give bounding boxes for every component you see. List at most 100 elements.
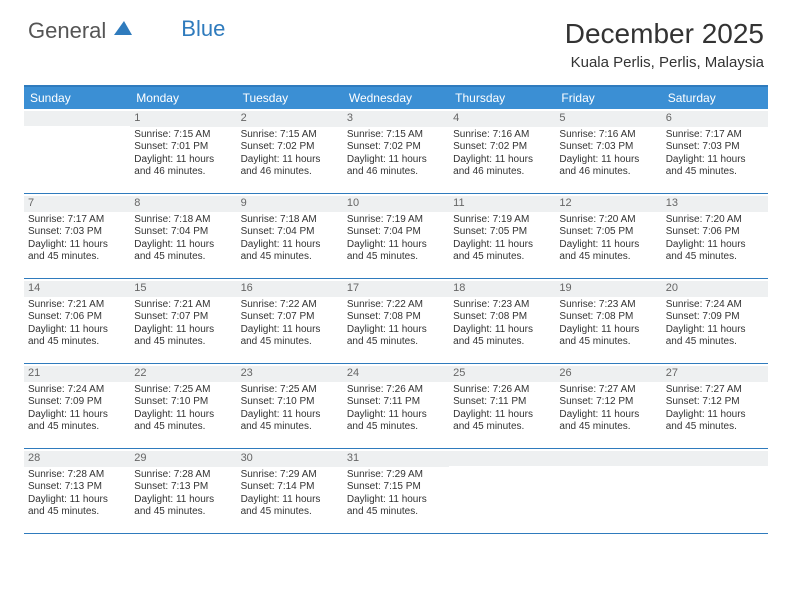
weekday-header: Wednesday [343, 87, 449, 109]
day-number: 2 [237, 111, 343, 127]
sunrise-text: Sunrise: 7:16 AM [453, 129, 551, 142]
day-cell: 10Sunrise: 7:19 AMSunset: 7:04 PMDayligh… [343, 194, 449, 278]
sunrise-text: Sunrise: 7:25 AM [241, 384, 339, 397]
sunset-text: Sunset: 7:02 PM [453, 141, 551, 154]
sunset-text: Sunset: 7:08 PM [347, 311, 445, 324]
day-number: 27 [662, 366, 768, 382]
week-row: 7Sunrise: 7:17 AMSunset: 7:03 PMDaylight… [24, 194, 768, 279]
day-number: 11 [449, 196, 555, 212]
day-number: 22 [130, 366, 236, 382]
daylight-text: Daylight: 11 hours and 45 minutes. [241, 409, 339, 434]
location-text: Kuala Perlis, Perlis, Malaysia [565, 54, 764, 71]
day-cell: 31Sunrise: 7:29 AMSunset: 7:15 PMDayligh… [343, 449, 449, 533]
sunset-text: Sunset: 7:13 PM [28, 481, 126, 494]
day-cell: 2Sunrise: 7:15 AMSunset: 7:02 PMDaylight… [237, 109, 343, 193]
sunrise-text: Sunrise: 7:16 AM [559, 129, 657, 142]
day-number: 30 [237, 451, 343, 467]
daylight-text: Daylight: 11 hours and 45 minutes. [347, 409, 445, 434]
day-cell: 24Sunrise: 7:26 AMSunset: 7:11 PMDayligh… [343, 364, 449, 448]
title-block: December 2025 Kuala Perlis, Perlis, Mala… [565, 18, 764, 71]
sunset-text: Sunset: 7:03 PM [28, 226, 126, 239]
sunset-text: Sunset: 7:13 PM [134, 481, 232, 494]
daylight-text: Daylight: 11 hours and 45 minutes. [134, 494, 232, 519]
sunrise-text: Sunrise: 7:15 AM [134, 129, 232, 142]
sunrise-text: Sunrise: 7:27 AM [559, 384, 657, 397]
sunrise-text: Sunrise: 7:20 AM [559, 214, 657, 227]
sunrise-text: Sunrise: 7:28 AM [28, 469, 126, 482]
empty-day-header [662, 451, 768, 466]
sunset-text: Sunset: 7:01 PM [134, 141, 232, 154]
day-cell: 1 Sunrise: 7:15 AMSunset: 7:01 PMDaylight… [130, 109, 236, 193]
day-cell [662, 449, 768, 533]
weekday-header: Friday [555, 87, 661, 109]
sunrise-text: Sunrise: 7:21 AM [134, 299, 232, 312]
day-number: 4 [449, 111, 555, 127]
daylight-text: Daylight: 11 hours and 45 minutes. [559, 324, 657, 349]
day-cell [24, 109, 130, 193]
day-number: 6 [662, 111, 768, 127]
weekday-header-row: SundayMondayTuesdayWednesdayThursdayFrid… [24, 87, 768, 109]
sunset-text: Sunset: 7:08 PM [559, 311, 657, 324]
sunset-text: Sunset: 7:15 PM [347, 481, 445, 494]
sunrise-text: Sunrise: 7:18 AM [241, 214, 339, 227]
sunset-text: Sunset: 7:05 PM [453, 226, 551, 239]
calendar: SundayMondayTuesdayWednesdayThursdayFrid… [24, 85, 768, 534]
day-cell: 29Sunrise: 7:28 AMSunset: 7:13 PMDayligh… [130, 449, 236, 533]
sunset-text: Sunset: 7:09 PM [666, 311, 764, 324]
sunset-text: Sunset: 7:02 PM [347, 141, 445, 154]
logo-sail-icon [112, 19, 134, 44]
day-cell: 17Sunrise: 7:22 AMSunset: 7:08 PMDayligh… [343, 279, 449, 363]
daylight-text: Daylight: 11 hours and 46 minutes. [241, 154, 339, 179]
sunrise-text: Sunrise: 7:20 AM [666, 214, 764, 227]
sunset-text: Sunset: 7:06 PM [28, 311, 126, 324]
daylight-text: Daylight: 11 hours and 46 minutes. [134, 154, 232, 179]
daylight-text: Daylight: 11 hours and 45 minutes. [241, 324, 339, 349]
day-cell: 3Sunrise: 7:15 AMSunset: 7:02 PMDaylight… [343, 109, 449, 193]
week-row: 21Sunrise: 7:24 AMSunset: 7:09 PMDayligh… [24, 364, 768, 449]
day-cell: 11Sunrise: 7:19 AMSunset: 7:05 PMDayligh… [449, 194, 555, 278]
sunset-text: Sunset: 7:07 PM [134, 311, 232, 324]
day-number: 10 [343, 196, 449, 212]
day-cell: 27Sunrise: 7:27 AMSunset: 7:12 PMDayligh… [662, 364, 768, 448]
daylight-text: Daylight: 11 hours and 45 minutes. [453, 239, 551, 264]
week-row: 1Sunrise: 7:15 AMSunset: 7:01 PMDaylight… [24, 109, 768, 194]
sunset-text: Sunset: 7:11 PM [453, 396, 551, 409]
daylight-text: Daylight: 11 hours and 45 minutes. [453, 324, 551, 349]
day-cell: 19Sunrise: 7:23 AMSunset: 7:08 PMDayligh… [555, 279, 661, 363]
day-cell: 5Sunrise: 7:16 AMSunset: 7:03 PMDaylight… [555, 109, 661, 193]
weekday-header: Monday [130, 87, 236, 109]
sunrise-text: Sunrise: 7:29 AM [241, 469, 339, 482]
day-number: 12 [555, 196, 661, 212]
month-title: December 2025 [565, 18, 764, 50]
sunset-text: Sunset: 7:04 PM [134, 226, 232, 239]
empty-day-header [555, 451, 661, 466]
sunrise-text: Sunrise: 7:22 AM [241, 299, 339, 312]
sunrise-text: Sunrise: 7:22 AM [347, 299, 445, 312]
logo: General Blue [28, 18, 183, 44]
sunset-text: Sunset: 7:09 PM [28, 396, 126, 409]
sunrise-text: Sunrise: 7:28 AM [134, 469, 232, 482]
day-number: 1 [130, 111, 236, 127]
sunrise-text: Sunrise: 7:18 AM [134, 214, 232, 227]
daylight-text: Daylight: 11 hours and 45 minutes. [134, 239, 232, 264]
day-number: 13 [662, 196, 768, 212]
sunset-text: Sunset: 7:04 PM [241, 226, 339, 239]
weekday-header: Tuesday [237, 87, 343, 109]
sunrise-text: Sunrise: 7:25 AM [134, 384, 232, 397]
sunset-text: Sunset: 7:12 PM [666, 396, 764, 409]
daylight-text: Daylight: 11 hours and 45 minutes. [28, 239, 126, 264]
day-number: 24 [343, 366, 449, 382]
daylight-text: Daylight: 11 hours and 46 minutes. [453, 154, 551, 179]
daylight-text: Daylight: 11 hours and 45 minutes. [28, 324, 126, 349]
daylight-text: Daylight: 11 hours and 45 minutes. [666, 324, 764, 349]
sunset-text: Sunset: 7:04 PM [347, 226, 445, 239]
daylight-text: Daylight: 11 hours and 45 minutes. [241, 494, 339, 519]
day-cell [555, 449, 661, 533]
day-cell: 25Sunrise: 7:26 AMSunset: 7:11 PMDayligh… [449, 364, 555, 448]
header: General Blue December 2025 Kuala Perlis,… [0, 0, 792, 77]
day-number: 18 [449, 281, 555, 297]
sunset-text: Sunset: 7:10 PM [241, 396, 339, 409]
day-number: 3 [343, 111, 449, 127]
day-cell: 15Sunrise: 7:21 AMSunset: 7:07 PMDayligh… [130, 279, 236, 363]
logo-text-general: General [28, 18, 106, 44]
